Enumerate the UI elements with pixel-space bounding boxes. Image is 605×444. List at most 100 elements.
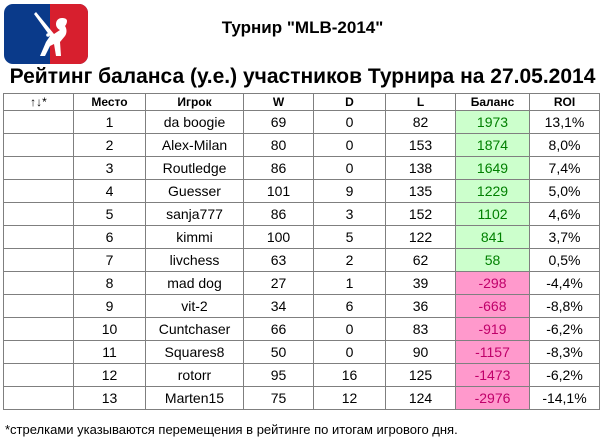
column-header-losses: L: [385, 93, 456, 111]
place-cell: 7: [73, 248, 146, 272]
draws-cell: 12: [313, 386, 386, 410]
losses-cell: 39: [385, 271, 456, 295]
place-cell: 1: [73, 110, 146, 134]
player-cell: vit-2: [145, 294, 244, 318]
balance-cell: 1973: [455, 110, 530, 134]
balance-cell: -1473: [455, 363, 530, 387]
table-row: 8 mad dog 27 1 39 -298 -4,4%: [3, 271, 600, 295]
wins-cell: 86: [243, 156, 314, 180]
player-cell: Marten15: [145, 386, 244, 410]
table-row: 13 Marten15 75 12 124 -2976 -14,1%: [3, 386, 600, 410]
table-header-row: ↑↓* Место Игрок W D L Баланс ROI: [3, 93, 600, 111]
roi-cell: -6,2%: [529, 317, 600, 341]
draws-cell: 2: [313, 248, 386, 272]
table-row: 9 vit-2 34 6 36 -668 -8,8%: [3, 294, 600, 318]
wins-cell: 50: [243, 340, 314, 364]
table-row: 1 da boogie 69 0 82 1973 13,1%: [3, 110, 600, 134]
column-header-balance: Баланс: [455, 93, 530, 111]
balance-cell: -2976: [455, 386, 530, 410]
balance-cell: 1649: [455, 156, 530, 180]
draws-cell: 3: [313, 202, 386, 226]
wins-cell: 27: [243, 271, 314, 295]
balance-cell: 1102: [455, 202, 530, 226]
losses-cell: 83: [385, 317, 456, 341]
table-row: 3 Routledge 86 0 138 1649 7,4%: [3, 156, 600, 180]
movement-cell: [3, 317, 74, 341]
roi-cell: -14,1%: [529, 386, 600, 410]
place-cell: 11: [73, 340, 146, 364]
balance-cell: -919: [455, 317, 530, 341]
table-row: 6 kimmi 100 5 122 841 3,7%: [3, 225, 600, 249]
draws-cell: 0: [313, 110, 386, 134]
roi-cell: -4,4%: [529, 271, 600, 295]
movement-cell: [3, 110, 74, 134]
wins-cell: 80: [243, 133, 314, 157]
losses-cell: 135: [385, 179, 456, 203]
player-cell: Guesser: [145, 179, 244, 203]
wins-cell: 86: [243, 202, 314, 226]
draws-cell: 9: [313, 179, 386, 203]
table-row: 10 Cuntchaser 66 0 83 -919 -6,2%: [3, 317, 600, 341]
roi-cell: -6,2%: [529, 363, 600, 387]
losses-cell: 122: [385, 225, 456, 249]
player-cell: Cuntchaser: [145, 317, 244, 341]
losses-cell: 62: [385, 248, 456, 272]
losses-cell: 152: [385, 202, 456, 226]
movement-cell: [3, 202, 74, 226]
roi-cell: -8,3%: [529, 340, 600, 364]
place-cell: 3: [73, 156, 146, 180]
player-cell: rotorr: [145, 363, 244, 387]
table-row: 4 Guesser 101 9 135 1229 5,0%: [3, 179, 600, 203]
movement-cell: [3, 248, 74, 272]
roi-cell: -8,8%: [529, 294, 600, 318]
player-cell: Alex-Milan: [145, 133, 244, 157]
roi-cell: 7,4%: [529, 156, 600, 180]
balance-cell: -668: [455, 294, 530, 318]
losses-cell: 124: [385, 386, 456, 410]
draws-cell: 1: [313, 271, 386, 295]
losses-cell: 138: [385, 156, 456, 180]
wins-cell: 66: [243, 317, 314, 341]
column-header-movement: ↑↓*: [3, 93, 74, 111]
movement-cell: [3, 294, 74, 318]
roi-cell: 4,6%: [529, 202, 600, 226]
table-row: 5 sanja777 86 3 152 1102 4,6%: [3, 202, 600, 226]
player-cell: mad dog: [145, 271, 244, 295]
draws-cell: 0: [313, 340, 386, 364]
balance-cell: 1874: [455, 133, 530, 157]
movement-cell: [3, 133, 74, 157]
movement-cell: [3, 340, 74, 364]
roi-cell: 3,7%: [529, 225, 600, 249]
balance-cell: 841: [455, 225, 530, 249]
table-row: 7 livchess 63 2 62 58 0,5%: [3, 248, 600, 272]
wins-cell: 75: [243, 386, 314, 410]
column-header-draws: D: [313, 93, 386, 111]
mlb-logo-icon: [4, 4, 88, 64]
rating-table: ↑↓* Место Игрок W D L Баланс ROI 1 da boo…: [3, 93, 600, 410]
player-cell: Squares8: [145, 340, 244, 364]
wins-cell: 100: [243, 225, 314, 249]
draws-cell: 0: [313, 133, 386, 157]
balance-cell: 58: [455, 248, 530, 272]
page-subtitle: Рейтинг баланса (у.е.) участников Турнир…: [9, 65, 596, 88]
losses-cell: 125: [385, 363, 456, 387]
movement-cell: [3, 179, 74, 203]
wins-cell: 69: [243, 110, 314, 134]
losses-cell: 82: [385, 110, 456, 134]
movement-cell: [3, 271, 74, 295]
table-row: 12 rotorr 95 16 125 -1473 -6,2%: [3, 363, 600, 387]
page-title: Турнир "MLB-2014": [221, 18, 384, 37]
movement-cell: [3, 225, 74, 249]
draws-cell: 16: [313, 363, 386, 387]
roi-cell: 8,0%: [529, 133, 600, 157]
wins-cell: 95: [243, 363, 314, 387]
balance-cell: 1229: [455, 179, 530, 203]
balance-cell: -298: [455, 271, 530, 295]
draws-cell: 0: [313, 317, 386, 341]
losses-cell: 90: [385, 340, 456, 364]
place-cell: 6: [73, 225, 146, 249]
wins-cell: 101: [243, 179, 314, 203]
table-row: 2 Alex-Milan 80 0 153 1874 8,0%: [3, 133, 600, 157]
column-header-roi: ROI: [529, 93, 600, 111]
roi-cell: 13,1%: [529, 110, 600, 134]
